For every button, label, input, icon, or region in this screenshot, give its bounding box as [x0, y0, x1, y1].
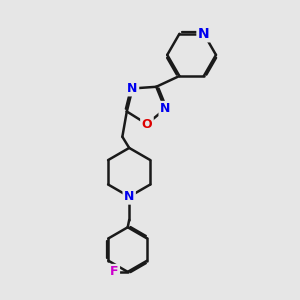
Text: N: N — [198, 27, 210, 41]
Text: O: O — [142, 118, 152, 130]
Text: N: N — [124, 190, 134, 203]
Text: N: N — [160, 102, 170, 115]
Text: F: F — [110, 266, 118, 278]
Text: N: N — [128, 82, 138, 95]
